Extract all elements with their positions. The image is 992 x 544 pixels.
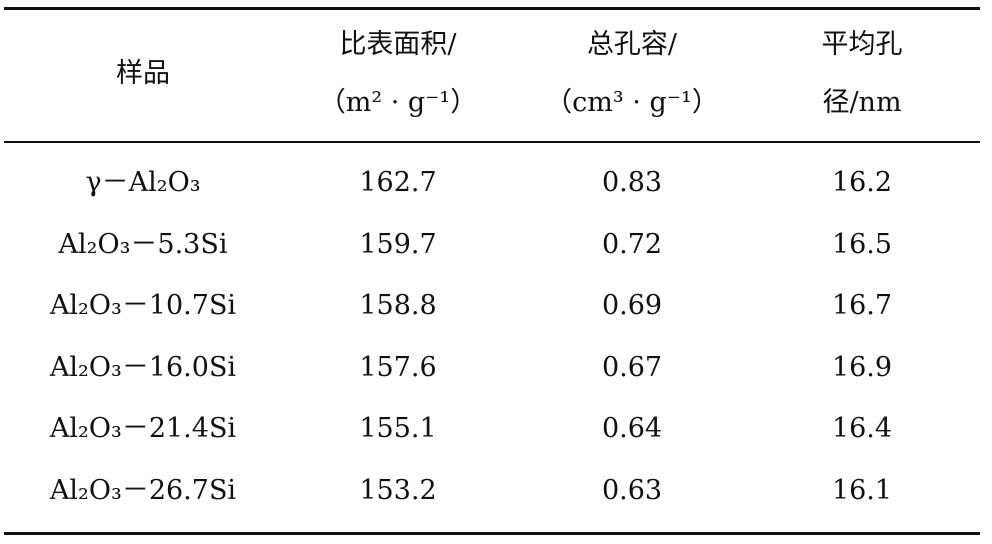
table-cell: 0.67 xyxy=(601,351,663,383)
table-cell: 0.83 xyxy=(601,167,663,198)
table-cell: 155.1 xyxy=(359,413,437,445)
top-rule xyxy=(4,7,980,10)
header-cell: 径/nm xyxy=(822,87,902,118)
table-cell: Al₂O₃－16.0Si xyxy=(49,351,237,383)
table-cell: Al₂O₃－21.4Si xyxy=(49,413,237,445)
table-cell: 153.2 xyxy=(359,475,437,506)
table-cell: 16.5 xyxy=(831,228,893,260)
header-cell: （cm³ · g⁻¹） xyxy=(545,87,719,118)
table-cell: 157.6 xyxy=(359,351,437,383)
table-cell: 16.7 xyxy=(831,290,893,322)
table-cell: 0.63 xyxy=(601,475,663,506)
table-cell: 0.64 xyxy=(601,413,663,445)
header-cell: 样品 xyxy=(116,58,170,89)
table-cell: Al₂O₃－5.3Si xyxy=(58,228,228,260)
table-cell: 158.8 xyxy=(359,290,437,322)
table-cell: Al₂O₃－26.7Si xyxy=(49,475,237,506)
table-cell: 159.7 xyxy=(359,228,437,260)
table-cell: 16.9 xyxy=(831,351,893,383)
table-cell: Al₂O₃－10.7Si xyxy=(49,290,237,322)
header-cell: （m² · g⁻¹） xyxy=(318,87,478,118)
table-cell: 0.69 xyxy=(601,290,663,322)
header-cell: 平均孔 xyxy=(821,29,903,60)
header-cell: 比表面积/ xyxy=(339,29,457,60)
table-cell: 16.4 xyxy=(831,413,893,445)
table-cell: 16.2 xyxy=(831,167,893,198)
bottom-rule xyxy=(4,532,980,535)
header-rule xyxy=(4,141,980,143)
table-cell: 162.7 xyxy=(359,167,437,198)
table-cell: 0.72 xyxy=(601,228,663,260)
header-cell: 总孔容/ xyxy=(586,29,678,60)
table-cell: 16.1 xyxy=(831,475,893,506)
table-cell: γ－Al₂O₃ xyxy=(85,167,201,198)
